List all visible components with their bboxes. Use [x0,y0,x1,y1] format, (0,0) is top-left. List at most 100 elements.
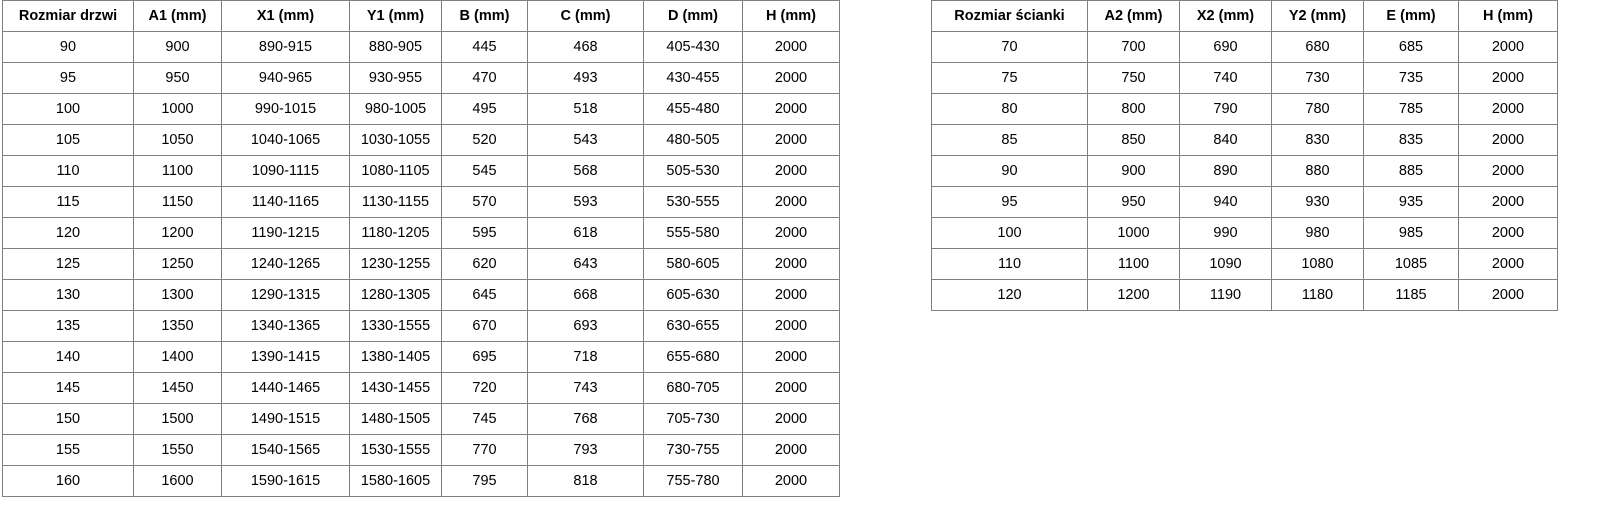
doors-cell: 930-955 [349,62,442,94]
walls-cell: 2000 [1458,31,1558,63]
doors-cell: 1580-1605 [349,465,442,497]
walls-cell: 850 [1087,124,1180,156]
doors-cell: 795 [441,465,528,497]
doors-cell: 718 [527,341,644,373]
doors-cell: 1250 [133,248,222,280]
doors-cell: 1480-1505 [349,403,442,435]
doors-cell: 1280-1305 [349,279,442,311]
doors-cell: 470 [441,62,528,94]
doors-cell: 2000 [742,372,840,404]
doors-cell: 1430-1455 [349,372,442,404]
walls-table-row: 120 1200 1190 1180 1185 2000 [931,279,1558,311]
walls-cell: 835 [1363,124,1459,156]
walls-cell: 2000 [1458,248,1558,280]
doors-col-header-d: D (mm) [643,0,743,32]
doors-cell: 2000 [742,341,840,373]
doors-cell: 1300 [133,279,222,311]
doors-cell: 155 [2,434,134,466]
walls-col-header-h: H (mm) [1458,0,1558,32]
walls-header-row: Rozmiar ścianki A2 (mm) X2 (mm) Y2 (mm) … [931,0,1558,32]
doors-table-row: 160 1600 1590-1615 1580-1605 795 818 755-780 20… [2,465,840,497]
doors-cell: 595 [441,217,528,249]
walls-col-header-y2: Y2 (mm) [1271,0,1364,32]
doors-cell: 668 [527,279,644,311]
doors-table-row: 125 1250 1240-1265 1230-1255 620 643 580-605 20… [2,248,840,280]
doors-cell: 495 [441,93,528,125]
walls-cell: 950 [1087,186,1180,218]
doors-cell: 445 [441,31,528,63]
doors-col-header-h: H (mm) [742,0,840,32]
walls-cell: 685 [1363,31,1459,63]
doors-cell: 880-905 [349,31,442,63]
walls-cell: 730 [1271,62,1364,94]
doors-cell: 2000 [742,217,840,249]
doors-cell: 505-530 [643,155,743,187]
doors-cell: 770 [441,434,528,466]
doors-cell: 2000 [742,155,840,187]
walls-cell: 900 [1087,155,1180,187]
walls-cell: 90 [931,155,1088,187]
doors-cell: 493 [527,62,644,94]
walls-cell: 1190 [1179,279,1272,311]
doors-cell: 90 [2,31,134,63]
doors-cell: 1440-1465 [221,372,350,404]
doors-cell: 95 [2,62,134,94]
doors-cell: 1240-1265 [221,248,350,280]
doors-cell: 568 [527,155,644,187]
doors-cell: 1030-1055 [349,124,442,156]
doors-cell: 530-555 [643,186,743,218]
walls-cell: 890 [1179,155,1272,187]
doors-cell: 645 [441,279,528,311]
doors-cell: 1490-1515 [221,403,350,435]
doors-cell: 890-915 [221,31,350,63]
doors-cell: 1050 [133,124,222,156]
walls-cell: 2000 [1458,62,1558,94]
doors-cell: 1190-1215 [221,217,350,249]
doors-cell: 105 [2,124,134,156]
doors-table-row: 145 1450 1440-1465 1430-1455 720 743 680-705 20… [2,372,840,404]
doors-cell: 1000 [133,93,222,125]
doors-header-row: Rozmiar drzwi A1 (mm) X1 (mm) Y1 (mm) B … [2,0,840,32]
walls-col-header-a2: A2 (mm) [1087,0,1180,32]
walls-table-row: 90 900 890 880 885 2000 [931,155,1558,187]
walls-cell: 85 [931,124,1088,156]
doors-cell: 518 [527,93,644,125]
doors-cell: 695 [441,341,528,373]
doors-col-header-x1: X1 (mm) [221,0,350,32]
doors-cell: 1080-1105 [349,155,442,187]
doors-cell: 2000 [742,279,840,311]
walls-table-container: Rozmiar ścianki A2 (mm) X2 (mm) Y2 (mm) … [931,0,1558,311]
doors-cell: 520 [441,124,528,156]
doors-table-container: Rozmiar drzwi A1 (mm) X1 (mm) Y1 (mm) B … [2,0,840,497]
doors-cell: 1330-1555 [349,310,442,342]
doors-cell: 1180-1205 [349,217,442,249]
walls-cell: 2000 [1458,217,1558,249]
doors-cell: 2000 [742,62,840,94]
walls-cell: 1085 [1363,248,1459,280]
doors-cell: 618 [527,217,644,249]
doors-cell: 950 [133,62,222,94]
doors-cell: 2000 [742,31,840,63]
walls-table-head: Rozmiar ścianki A2 (mm) X2 (mm) Y2 (mm) … [931,0,1558,32]
walls-cell: 1080 [1271,248,1364,280]
walls-cell: 785 [1363,93,1459,125]
doors-cell: 1390-1415 [221,341,350,373]
walls-specification-table: Rozmiar ścianki A2 (mm) X2 (mm) Y2 (mm) … [931,0,1558,311]
doors-cell: 593 [527,186,644,218]
walls-cell: 2000 [1458,93,1558,125]
doors-cell: 1600 [133,465,222,497]
walls-table-row: 80 800 790 780 785 2000 [931,93,1558,125]
walls-table-row: 95 950 940 930 935 2000 [931,186,1558,218]
doors-cell: 2000 [742,465,840,497]
doors-table-row: 155 1550 1540-1565 1530-1555 770 793 730-755 20… [2,434,840,466]
doors-cell: 1200 [133,217,222,249]
walls-table-row: 85 850 840 830 835 2000 [931,124,1558,156]
walls-cell: 880 [1271,155,1364,187]
doors-cell: 430-455 [643,62,743,94]
doors-cell: 100 [2,93,134,125]
walls-cell: 2000 [1458,155,1558,187]
doors-cell: 680-705 [643,372,743,404]
walls-col-header-x2: X2 (mm) [1179,0,1272,32]
doors-cell: 1100 [133,155,222,187]
